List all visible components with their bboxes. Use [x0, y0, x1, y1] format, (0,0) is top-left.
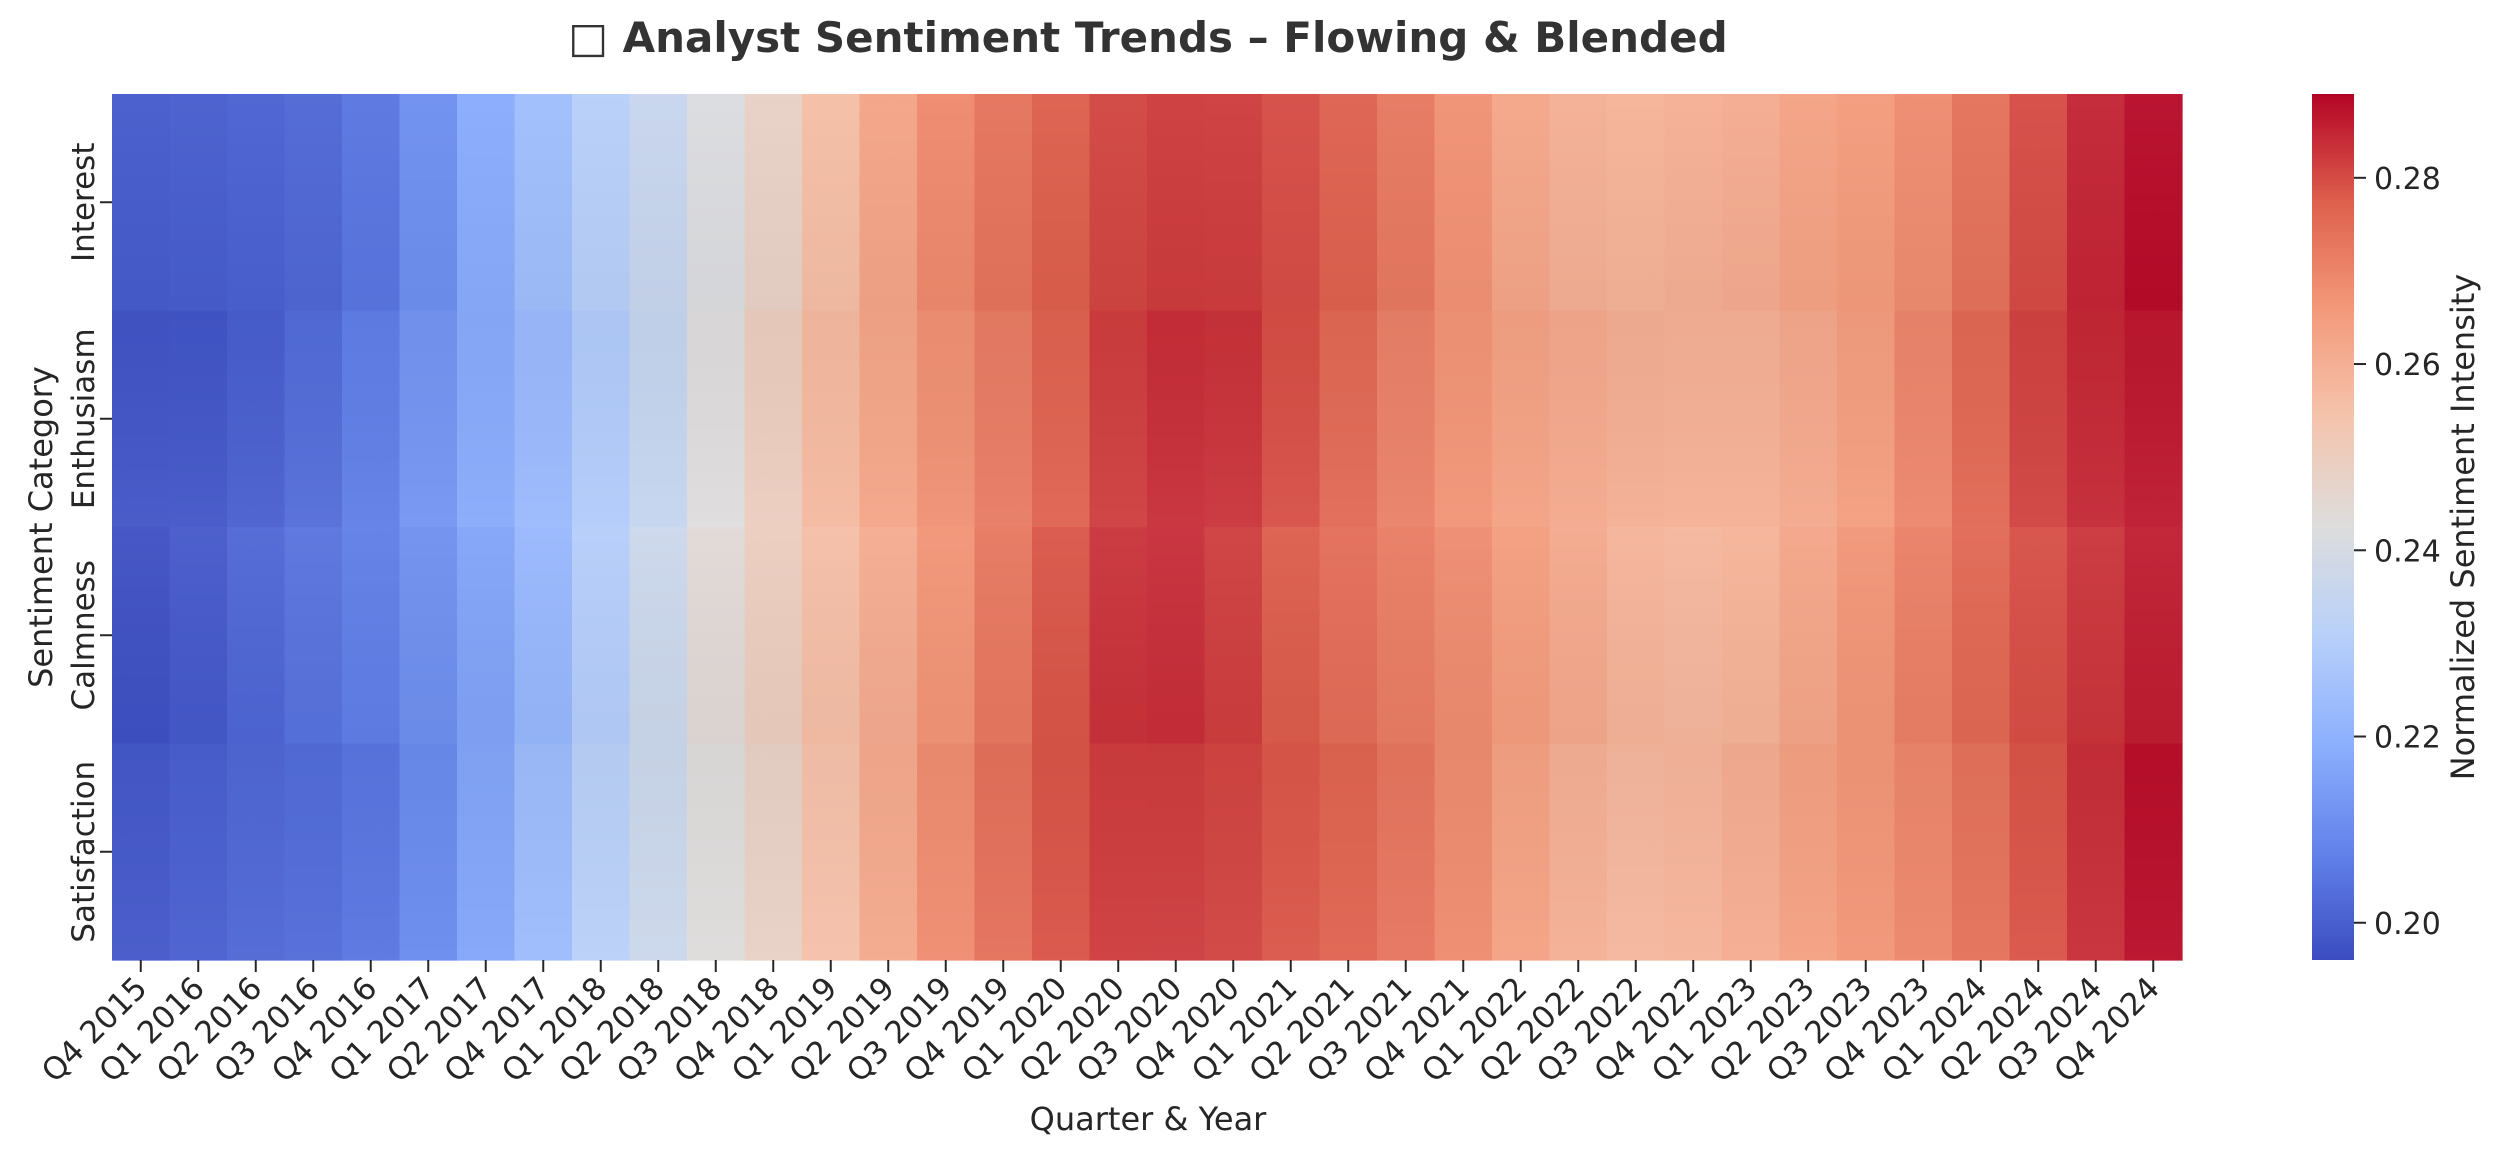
chart-title: □ Analyst Sentiment Trends – Flowing & B…	[568, 13, 1727, 62]
texture-overlay	[112, 94, 2182, 960]
y-axis-ticks: Interest Enthusiasm Calmness Satisfaction	[66, 143, 112, 943]
y-tick-label: Enthusiasm	[66, 328, 102, 509]
colorbar-tick-label: 0.26	[2374, 348, 2441, 383]
colorbar-label: Normalized Sentiment Intensity	[2444, 274, 2482, 781]
colorbar-ticks: 0.20 0.22 0.24 0.26 0.28	[2354, 162, 2441, 942]
y-tick-label: Calmness	[66, 560, 102, 710]
x-axis-label: Quarter & Year	[1030, 1100, 1268, 1138]
colorbar-tick-label: 0.24	[2374, 534, 2441, 569]
y-tick-label: Interest	[66, 143, 102, 262]
colorbar-tick-label: 0.20	[2374, 907, 2441, 942]
colorbar	[2312, 94, 2354, 960]
colorbar-tick-label: 0.28	[2374, 162, 2441, 197]
colorbar-tick-label: 0.22	[2374, 721, 2441, 756]
y-axis-label: Sentiment Category	[22, 366, 60, 688]
y-tick-label: Satisfaction	[66, 761, 102, 943]
